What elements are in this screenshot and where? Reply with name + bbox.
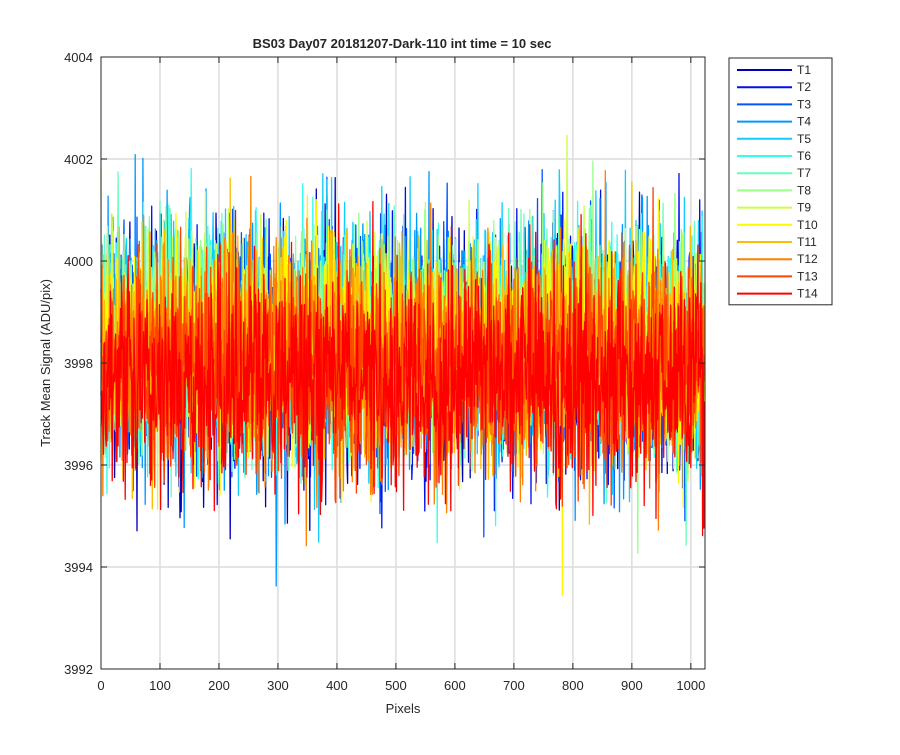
y-tick-label: 3992: [64, 662, 93, 677]
x-tick-label: 800: [562, 678, 584, 693]
x-tick-label: 900: [621, 678, 643, 693]
legend-label: T2: [797, 80, 811, 94]
legend-label: T6: [797, 149, 811, 163]
series-lines: [100, 134, 706, 596]
legend-label: T5: [797, 132, 811, 146]
axis-ticks: 0 100 200 300 400 500 600 700 800 900 1000 3992 3994…: [64, 50, 705, 693]
legend-label: T10: [797, 218, 818, 232]
x-tick-label: 0: [97, 678, 104, 693]
x-tick-label: 200: [208, 678, 230, 693]
x-tick-label: 400: [326, 678, 348, 693]
legend-label: T3: [797, 97, 811, 111]
x-tick-label: 500: [385, 678, 407, 693]
legend-label: T13: [797, 269, 818, 283]
legend-label: T4: [797, 115, 811, 129]
legend-label: T12: [797, 252, 818, 266]
x-tick-label: 300: [267, 678, 289, 693]
legend-label: T8: [797, 183, 811, 197]
y-tick-label: 3994: [64, 560, 93, 575]
x-tick-label: 700: [503, 678, 525, 693]
chart-title: BS03 Day07 20181207-Dark-110 int time = …: [253, 36, 552, 51]
legend-label: T14: [797, 287, 818, 301]
legend-label: T1: [797, 63, 811, 77]
y-tick-label: 3996: [64, 458, 93, 473]
x-tick-label: 100: [149, 678, 171, 693]
legend-label: T9: [797, 201, 811, 215]
legend-box: [728, 57, 833, 306]
series-line-t14: [100, 200, 706, 537]
y-tick-label: 4002: [64, 152, 93, 167]
x-tick-label: 1000: [676, 678, 705, 693]
x-axis-label: Pixels: [386, 701, 421, 716]
y-tick-label: 4000: [64, 254, 93, 269]
legend-label: T7: [797, 166, 811, 180]
y-tick-label: 4004: [64, 50, 93, 65]
y-tick-label: 3998: [64, 356, 93, 371]
legend-label: T11: [797, 235, 817, 249]
x-tick-label: 600: [444, 678, 466, 693]
legend: T1 T2 T3 T4 T5 T6 T7 T8 T9 T10 T11 T12 T13 T14: [728, 57, 833, 306]
y-axis-label: Track Mean Signal (ADU/pix): [38, 279, 53, 447]
